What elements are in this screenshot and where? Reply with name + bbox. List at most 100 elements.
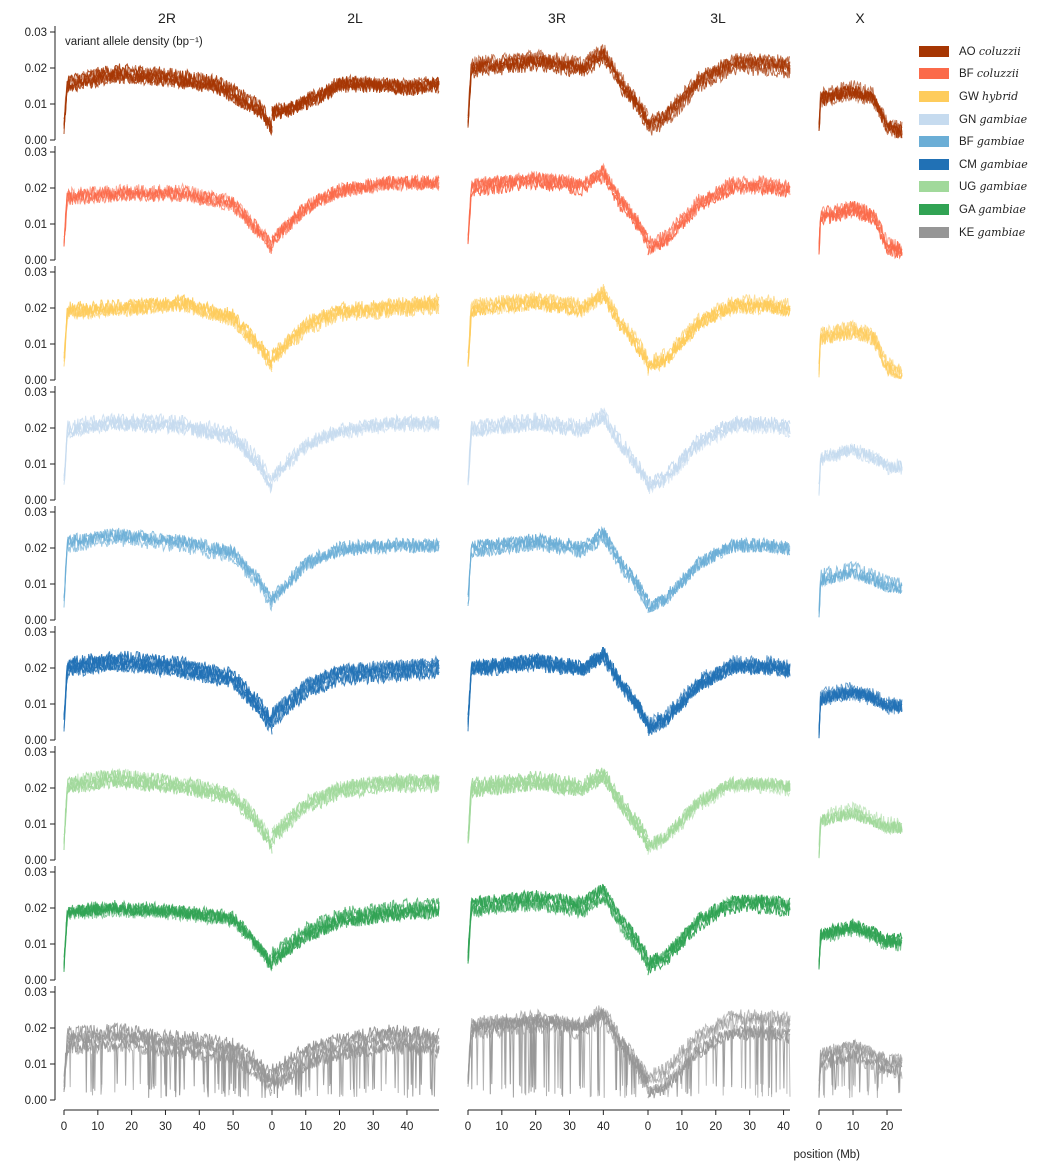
series-line-ga-x [818, 921, 903, 970]
series-line-ke-3l [647, 1024, 791, 1099]
series-line-cm-x [818, 686, 903, 736]
x-tick-label: 40 [193, 1121, 206, 1133]
y-tick-label: 0.01 [25, 699, 47, 711]
series-line-ao-2l [271, 78, 440, 118]
legend-label: BF gambiae [959, 135, 1025, 149]
series-line-ga-2l [271, 904, 440, 966]
series-line-ug-2l [271, 777, 440, 845]
series-line-cm-2l [271, 658, 440, 721]
x-tick-label: 10 [91, 1121, 104, 1133]
x-tick-label: 20 [529, 1121, 542, 1133]
series-line-gn-3l [647, 421, 791, 495]
series-line-cm-2r [63, 654, 273, 727]
series-line-bf-x [818, 201, 903, 251]
y-tick-label: 0.02 [25, 663, 47, 675]
y-tick-label: 0.03 [25, 147, 47, 159]
legend-label: GA gambiae [959, 202, 1026, 216]
y-tick-label: 0.00 [25, 135, 47, 147]
series-line-ke-x [818, 1039, 903, 1098]
arm-title-3l: 3L [710, 10, 726, 26]
legend-item-ao-coluzzii: AO coluzzii [919, 40, 1049, 63]
series-line-gw-2r [63, 301, 273, 371]
panel-ao-coluzzii: 0.00 0.01 0.02 0.03 [25, 26, 903, 147]
legend-swatch [919, 203, 949, 215]
legend-item-bf-gambiae: BF gambiae [919, 130, 1049, 153]
series-line-bf-2l [271, 176, 440, 245]
y-tick-label: 0.02 [25, 303, 47, 315]
series-line-bf-3l [647, 182, 791, 256]
series-line-ke-2r [63, 1030, 273, 1098]
series-line-cm-3r [467, 650, 649, 728]
series-line-bf-2l [271, 539, 440, 606]
series-line-ao-2r [63, 63, 273, 128]
x-tick-label: 20 [709, 1121, 722, 1133]
y-tick-label: 0.03 [25, 267, 47, 279]
series-line-ug-2r [63, 774, 273, 849]
series-line-bf-2r [63, 527, 273, 607]
y-tick-label: 0.01 [25, 459, 47, 471]
series-line-ug-3l [647, 781, 791, 855]
series-line-cm-2r [63, 658, 273, 735]
y-tick-label: 0.03 [25, 867, 47, 879]
legend-item-gn-gambiae: GN gambiae [919, 108, 1049, 131]
legend-swatch [919, 158, 949, 170]
y-tick-label: 0.01 [25, 1059, 47, 1071]
panel-bf-coluzzii: 0.00 0.01 0.02 0.03 [25, 146, 903, 267]
series-line-ke-3l [647, 1008, 791, 1098]
panel-cm-gambiae: 0.00 0.01 0.02 0.03 [25, 626, 903, 747]
population-panels: 0.000.010.020.030.000.010.020.030.000.01… [25, 26, 903, 1107]
series-line-bf-2l [271, 177, 440, 248]
legend-label: BF coluzzii [959, 67, 1019, 81]
panel-ug-gambiae: 0.00 0.01 0.02 0.03 [25, 746, 903, 867]
y-tick-label: 0.00 [25, 735, 47, 747]
series-line-ke-3r [467, 1005, 649, 1098]
x-axis-label: position (Mb) [794, 1149, 861, 1161]
x-tick-label: 0 [816, 1121, 822, 1133]
x-tick-label: 30 [743, 1121, 756, 1133]
legend-swatch [919, 90, 949, 102]
x-tick-label: 40 [401, 1121, 414, 1133]
series-line-ao-x [818, 89, 903, 139]
y-tick-label: 0.03 [25, 747, 47, 759]
series-line-ke-2l [271, 1030, 440, 1097]
x-tick-label: 20 [333, 1121, 346, 1133]
legend-item-ke-gambiae: KE gambiae [919, 221, 1049, 244]
series-line-ke-x [818, 1048, 903, 1098]
legend-label: GN gambiae [959, 112, 1028, 126]
y-tick-label: 0.01 [25, 99, 47, 111]
y-tick-label: 0.01 [25, 579, 47, 591]
x-tick-label: 10 [299, 1121, 312, 1133]
series-line-gw-x [818, 327, 903, 379]
series-line-gw-3l [647, 302, 791, 376]
y-tick-label: 0.03 [25, 387, 47, 399]
x-tick-label: 10 [675, 1121, 688, 1133]
legend-swatch [919, 226, 949, 238]
y-tick-label: 0.01 [25, 819, 47, 831]
arm-title-x: X [855, 10, 865, 26]
series-line-gn-3l [647, 417, 790, 492]
x-tick-label: 30 [367, 1121, 380, 1133]
series-line-ao-3r [467, 44, 649, 117]
series-line-gn-2r [63, 415, 273, 488]
series-line-ug-3l [647, 775, 791, 849]
series-line-ke-3l [647, 1026, 791, 1099]
panel-bf-gambiae: 0.00 0.01 0.02 0.03 [25, 506, 903, 627]
series-line-ug-x [818, 807, 903, 847]
series-line-bf-2r [63, 534, 273, 612]
series-line-gn-2l [271, 416, 440, 481]
panel-ke-gambiae: 0.00 0.01 0.02 0.03 [25, 986, 903, 1107]
series-line-gn-3r [467, 411, 649, 490]
legend-item-cm-gambiae: CM gambiae [919, 153, 1049, 176]
series-line-gn-2l [271, 415, 440, 479]
series-line-ga-2r [63, 901, 273, 973]
y-tick-label: 0.01 [25, 219, 47, 231]
series-line-ao-3l [647, 56, 791, 130]
y-tick-label: 0.03 [25, 987, 47, 999]
y-tick-label: 0.03 [25, 507, 47, 519]
legend-label: UG gambiae [959, 180, 1028, 194]
series-line-ug-2r [63, 767, 273, 847]
panel-ga-gambiae: 0.00 0.01 0.02 0.03 [25, 866, 903, 987]
series-line-bf-3r [467, 525, 649, 599]
x-tick-label: 0 [465, 1121, 471, 1133]
